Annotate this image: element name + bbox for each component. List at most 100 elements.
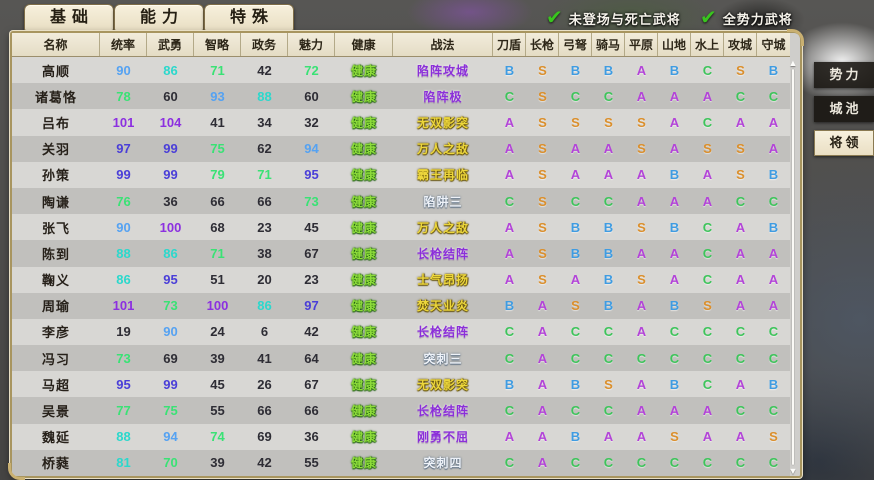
- scrollbar-track[interactable]: [792, 69, 794, 465]
- stat-value: 101: [112, 114, 135, 130]
- table-row[interactable]: 李彦 19 90 24 6 42 健康 长枪结阵 C A C C A C C C C: [12, 318, 790, 346]
- general-name: 吴景: [41, 404, 70, 420]
- table-row[interactable]: 马超 95 99 45 26 67 健康 无双影突 B A B S A B C A B: [12, 371, 790, 398]
- table-row[interactable]: 陶谦 76 36 66 66 73 健康 陷阱三 C S C C A A A C C: [12, 187, 790, 215]
- scroll-down-icon[interactable]: ▼: [788, 466, 798, 476]
- generals-table-panel: 名称 统率 武勇 智略 政务 魅力 健康 战法 刀盾 长枪 弓弩 骑马 平原 山地 水上 攻城 守城 高顺 90 8…: [8, 29, 804, 480]
- column-header-0[interactable]: 名称: [12, 33, 100, 56]
- side-tab-faction[interactable]: 势力: [814, 62, 874, 88]
- vertical-scrollbar[interactable]: ▲ ▼: [788, 58, 798, 476]
- grade-value: S: [538, 167, 547, 183]
- grade-value: C: [504, 324, 515, 340]
- stat-value: 86: [116, 272, 131, 288]
- grade-value: A: [504, 219, 515, 235]
- stat-value: 6: [260, 324, 269, 340]
- table-row[interactable]: 魏延 88 94 74 69 36 健康 刚勇不屈 A A B A A S A A S: [12, 423, 790, 450]
- grade-value: A: [537, 429, 548, 445]
- table-row[interactable]: 陈到 88 86 71 38 67 健康 长枪结阵 A S B B A A C A A: [12, 240, 790, 267]
- grade-value: S: [703, 298, 712, 314]
- table-row[interactable]: 孙策 99 99 79 71 95 健康 霸王再临 A S A A A B A S B: [12, 161, 790, 188]
- grade-value: S: [736, 141, 745, 157]
- filter-unregistered-dead[interactable]: ✔ 未登场与死亡武将: [546, 8, 681, 28]
- column-header-2[interactable]: 武勇: [147, 33, 194, 56]
- general-name: 李彦: [41, 325, 70, 341]
- column-header-1[interactable]: 统率: [100, 33, 147, 56]
- grade-value: B: [768, 219, 779, 235]
- stat-value: 86: [257, 298, 272, 314]
- tab-special[interactable]: 特殊: [204, 4, 294, 31]
- column-header-16[interactable]: 守城: [761, 38, 786, 52]
- stat-value: 78: [116, 88, 131, 104]
- column-header-7[interactable]: 战法: [393, 33, 493, 56]
- table-row[interactable]: 吴景 77 75 55 66 66 健康 长枪结阵 C A C C A A A C C: [12, 397, 790, 424]
- stat-value: 86: [163, 62, 178, 78]
- tactic-name: 陷阵极: [423, 89, 463, 104]
- grade-value: A: [537, 350, 548, 366]
- table-row[interactable]: 冯习 73 69 39 41 64 健康 突刺三 C A C C C C C C C: [12, 345, 790, 372]
- table-row[interactable]: 关羽 97 99 75 62 94 健康 万人之敌 A S A A S A S S A: [12, 135, 790, 162]
- grade-value: C: [702, 350, 713, 366]
- tab-basic[interactable]: 基础: [24, 4, 114, 31]
- column-header-4[interactable]: 政务: [241, 33, 288, 56]
- grade-value: A: [504, 245, 515, 261]
- column-header-10[interactable]: 弓弩: [559, 33, 592, 56]
- column-header-14[interactable]: 水上: [691, 33, 724, 56]
- table-row[interactable]: 高顺 90 86 71 42 72 健康 陷阵攻城 B S B B A B C S B: [12, 57, 790, 84]
- stat-value: 20: [257, 272, 272, 288]
- grade-value: C: [504, 350, 515, 366]
- stat-value: 86: [163, 245, 178, 261]
- grade-value: C: [504, 455, 515, 471]
- grade-value: S: [571, 114, 580, 130]
- health-status: 健康: [350, 63, 377, 78]
- tab-ability[interactable]: 能力: [114, 4, 204, 31]
- grade-value: A: [669, 114, 680, 130]
- column-header-11[interactable]: 骑马: [592, 33, 625, 56]
- grade-value: C: [702, 62, 713, 78]
- filter-all-factions[interactable]: ✔ 全势力武将: [700, 8, 793, 28]
- grade-value: B: [570, 245, 581, 261]
- checkmark-icon: ✔: [700, 7, 717, 29]
- column-header-13[interactable]: 山地: [658, 33, 691, 56]
- tactic-name: 陷阱三: [423, 194, 463, 209]
- grade-value: A: [504, 167, 515, 183]
- column-header-8[interactable]: 刀盾: [493, 33, 526, 56]
- column-header-6[interactable]: 健康: [335, 33, 393, 56]
- grade-value: B: [669, 219, 680, 235]
- general-name: 陶谦: [41, 194, 70, 210]
- table-row[interactable]: 周瑜 101 73 100 86 97 健康 焚天业炎 B A S B A B S A A: [12, 292, 790, 319]
- grade-value: S: [670, 429, 679, 445]
- stat-value: 23: [304, 272, 319, 288]
- side-tab-general[interactable]: 将领: [814, 130, 874, 156]
- side-tab-city[interactable]: 城池: [814, 96, 874, 122]
- filter-label: 未登场与死亡武将: [568, 11, 681, 27]
- grade-value: C: [702, 376, 713, 392]
- table-row[interactable]: 桥蕤 81 70 39 42 55 健康 突刺四 C A C C C C C C C: [12, 449, 790, 476]
- table-row[interactable]: 张飞 90 100 68 23 45 健康 万人之敌 A S B B S B C A B: [12, 214, 790, 241]
- grade-value: S: [769, 429, 778, 445]
- column-header-15[interactable]: 攻城: [724, 33, 757, 56]
- grade-value: B: [570, 62, 581, 78]
- stat-value: 42: [304, 324, 319, 340]
- table-row[interactable]: 诸葛恪 78 60 93 88 60 健康 陷阵极 C S C C A A A C C: [12, 83, 790, 110]
- stat-value: 75: [163, 403, 178, 419]
- grade-value: B: [603, 298, 614, 314]
- stat-value: 42: [257, 62, 272, 78]
- general-name: 诸葛恪: [34, 89, 77, 105]
- column-header-12[interactable]: 平原: [625, 33, 658, 56]
- stat-value: 36: [304, 429, 319, 445]
- column-header-5[interactable]: 魅力: [288, 33, 335, 56]
- column-header-3[interactable]: 智略: [194, 33, 241, 56]
- table-header: 名称 统率 武勇 智略 政务 魅力 健康 战法 刀盾 长枪 弓弩 骑马 平原 山地 水上 攻城 守城: [12, 33, 790, 57]
- scroll-up-icon[interactable]: ▲: [788, 58, 798, 68]
- grade-value: B: [669, 298, 680, 314]
- stat-value: 99: [116, 167, 131, 183]
- stat-value: 93: [210, 88, 225, 104]
- stat-value: 100: [206, 298, 229, 314]
- grade-value: A: [636, 324, 647, 340]
- stat-value: 88: [257, 88, 272, 104]
- table-row[interactable]: 鞠义 86 95 51 20 23 健康 士气昂扬 A S A B S A C A A: [12, 266, 790, 293]
- table-row[interactable]: 吕布 101 104 41 34 32 健康 无双影突 A S S S S A C A A: [12, 109, 790, 136]
- grade-value: S: [538, 114, 547, 130]
- column-header-9[interactable]: 长枪: [526, 33, 559, 56]
- grade-value: B: [570, 219, 581, 235]
